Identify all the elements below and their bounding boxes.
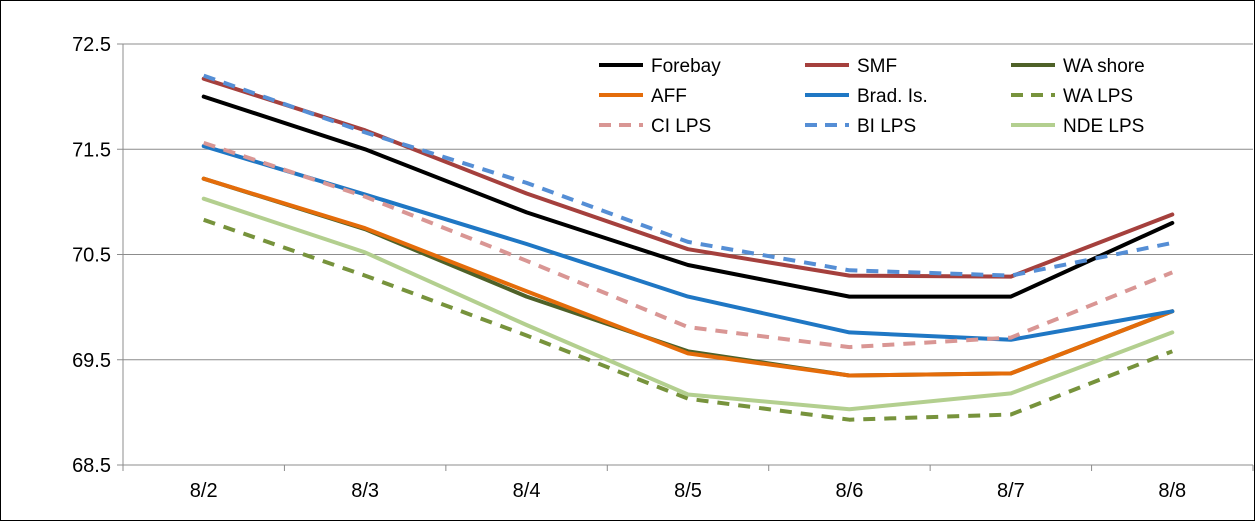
y-tick-labels: 72.5 71.5 70.5 69.5 68.5 — [72, 34, 111, 477]
y-tick-label: 68.5 — [72, 455, 111, 477]
series-line-aff — [201, 176, 1175, 378]
legend-label: NDE LPS — [1063, 116, 1144, 137]
y-tick-label: 72.5 — [72, 34, 111, 56]
x-tick-label: 8/5 — [674, 480, 702, 502]
series-line-nde-lps — [201, 196, 1175, 412]
legend-label: WA shore — [1063, 56, 1145, 77]
y-tick-label: 71.5 — [72, 139, 111, 161]
axes — [117, 43, 1254, 471]
x-tick-label: 8/3 — [351, 480, 379, 502]
legend-label: AFF — [651, 86, 687, 107]
legend-item: AFF — [599, 86, 687, 107]
legend-item: WA shore — [1011, 56, 1145, 77]
series-line-bi-lps — [203, 73, 1173, 278]
legend-item: Brad. Is. — [805, 86, 928, 107]
legend-label: BI LPS — [857, 116, 916, 137]
legend-item: WA LPS — [1011, 86, 1133, 107]
series-line-ci-lps — [203, 141, 1174, 350]
legend-label: Brad. Is. — [857, 86, 928, 107]
legend-item: CI LPS — [599, 116, 711, 137]
x-tick-labels: 8/2 8/3 8/4 8/5 8/6 8/7 8/8 — [190, 480, 1186, 502]
legend-item: SMF — [805, 56, 897, 77]
legend-item: BI LPS — [805, 116, 916, 137]
series-line-wa-lps — [203, 217, 1174, 422]
y-tick-label: 70.5 — [72, 245, 111, 267]
legend-label: Forebay — [651, 56, 721, 77]
series-lines — [201, 73, 1175, 422]
x-tick-label: 8/8 — [1158, 480, 1186, 502]
x-tick-label: 8/7 — [997, 480, 1025, 502]
legend-item: NDE LPS — [1011, 116, 1144, 137]
x-tick-label: 8/4 — [513, 480, 541, 502]
series-line-forebay — [201, 94, 1175, 299]
legend: Forebay SMF WA shore AFF Brad. Is. WA LPS CI L… — [599, 56, 1145, 137]
legend-label: CI LPS — [651, 116, 711, 137]
legend-item: Forebay — [599, 56, 721, 77]
legend-label: SMF — [857, 56, 897, 77]
series-line-wa-shore — [201, 176, 1175, 378]
x-tick-label: 8/2 — [190, 480, 218, 502]
legend-label: WA LPS — [1063, 86, 1133, 107]
x-tick-label: 8/6 — [836, 480, 864, 502]
y-tick-label: 69.5 — [72, 350, 111, 372]
